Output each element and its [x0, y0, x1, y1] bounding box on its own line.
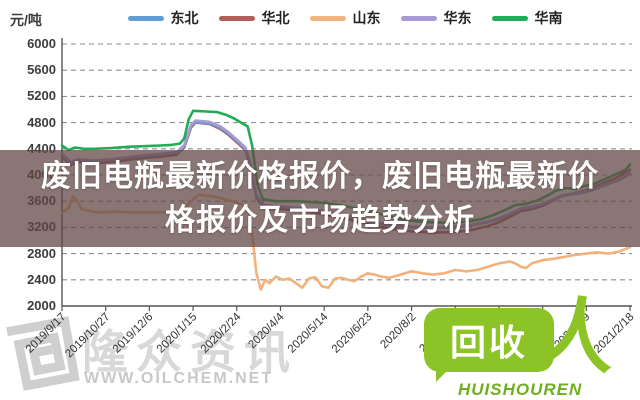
- y-tick-label: 2800: [27, 245, 56, 261]
- legend-item-shandong: 山东: [309, 8, 381, 28]
- legend-swatch-huadong: [400, 15, 437, 21]
- y-axis-unit-label: 元/吨: [10, 12, 42, 28]
- huishouren-bubble-text: 回收: [449, 322, 528, 363]
- chart-legend: 东北 华北 山东 华东 华南: [70, 8, 620, 28]
- y-tick-label: 4800: [27, 114, 56, 130]
- legend-label-dongbei: 东北: [170, 10, 199, 26]
- legend-label-huabei: 华北: [261, 10, 290, 26]
- huishouren-logo: 人 回收 HUISHOUREN: [424, 286, 638, 400]
- oilchem-spiral-logo-icon: [6, 316, 80, 391]
- oilchem-watermark-url: WWW.OILCHEM.NET: [84, 370, 274, 387]
- y-tick-label: 2000: [27, 298, 56, 313]
- legend-label-huanan: 华南: [534, 10, 563, 26]
- y-tick-label: 5600: [27, 62, 56, 78]
- y-tick-label: 5200: [27, 88, 56, 104]
- legend-label-huadong: 华东: [443, 10, 472, 26]
- legend-item-huabei: 华北: [218, 8, 290, 28]
- y-tick-label: 6000: [27, 36, 56, 51]
- legend-item-huadong: 华东: [400, 8, 472, 28]
- huishouren-caption: HUISHOUREN: [458, 380, 583, 399]
- legend-swatch-shandong: [309, 15, 346, 21]
- huishouren-bubble-icon: 回收: [424, 308, 554, 382]
- legend-label-shandong: 山东: [352, 10, 381, 26]
- banner-title-line-2: 格报价及市场趋势分析: [165, 203, 475, 237]
- legend-swatch-huabei: [218, 15, 255, 21]
- y-tick-label: 2400: [27, 271, 56, 287]
- legend-swatch-dongbei: [127, 15, 164, 21]
- title-banner-overlay: 废旧电瓶最新价格报价，废旧电瓶最新价 格报价及市场趋势分析: [0, 150, 640, 247]
- legend-item-dongbei: 东北: [127, 8, 199, 28]
- legend-swatch-huanan: [491, 15, 528, 21]
- oilchem-watermark-name: 隆众资讯: [82, 326, 298, 378]
- banner-title-line-1: 废旧电瓶最新价格报价，废旧电瓶最新价: [41, 159, 599, 193]
- legend-item-huanan: 华南: [491, 8, 563, 28]
